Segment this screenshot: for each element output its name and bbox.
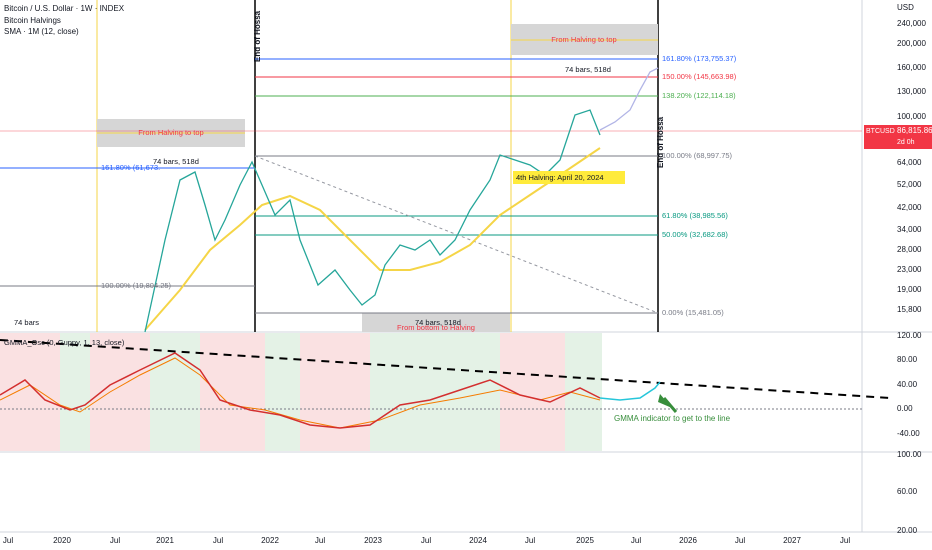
fib-label: 161.80% (173,755.37) xyxy=(662,54,737,63)
fib-label: 61.80% (38,985.56) xyxy=(662,211,728,220)
fib-label: 100.00% (68,997.75) xyxy=(662,151,733,160)
time-tick-label: 2023 xyxy=(364,536,382,545)
price-tick-label: 130,000 xyxy=(897,87,926,96)
osc-tick-label: 80.00 xyxy=(897,355,918,364)
price-tick-label: 19,000 xyxy=(897,285,922,294)
oscillator-shading xyxy=(0,333,602,451)
annotation: 74 bars xyxy=(14,318,39,327)
fib-label: 150.00% (145,663.98) xyxy=(662,72,737,81)
annotation: 74 bars, 518d xyxy=(415,318,461,327)
annotation: From Halving to top xyxy=(551,35,616,44)
symbol: Bitcoin / U.S. Dollar · 1W · INDEX xyxy=(4,4,125,13)
indicator: Bitcoin Halvings xyxy=(4,16,61,25)
price-tick-label: 28,000 xyxy=(897,245,922,254)
pane-tick-label: 100.00 xyxy=(897,450,922,459)
annotation: 4th Halving: April 20, 2024 xyxy=(516,173,604,182)
fib-label: 0.00% (15,481.05) xyxy=(662,308,724,317)
time-tick-label: Jul xyxy=(3,536,13,545)
price-tick-label: 23,000 xyxy=(897,265,922,274)
time-tick-label: 2021 xyxy=(156,536,174,545)
annotation: GMMA indicator to get to the line xyxy=(614,414,731,423)
time-tick-label: Jul xyxy=(631,536,641,545)
price-tick-label: 42,000 xyxy=(897,203,922,212)
time-tick-label: Jul xyxy=(840,536,850,545)
price-tick-label: 240,000 xyxy=(897,19,926,28)
time-tick-label: Jul xyxy=(315,536,325,545)
time-tick-label: 2027 xyxy=(783,536,801,545)
price-tag-countdown: 2d 0h xyxy=(897,139,915,146)
price-tag-price: 86,815.86 xyxy=(897,126,932,135)
fib-label: 161.80% (61,673. xyxy=(101,163,160,172)
indicator: SMA · 1M (12, close) xyxy=(4,27,79,36)
time-tick-label: Jul xyxy=(110,536,120,545)
time-tick-label: 2022 xyxy=(261,536,279,545)
time-tick-label: 2020 xyxy=(53,536,71,545)
osc-tick-label: 40.00 xyxy=(897,380,918,389)
pane-tick-label: 60.00 xyxy=(897,487,918,496)
sma-line xyxy=(144,147,601,331)
price-tick-label: 64,000 xyxy=(897,158,922,167)
currency: USD xyxy=(897,3,914,12)
osc-tick-label: 0.00 xyxy=(897,404,913,413)
osc-projection xyxy=(599,381,661,401)
projection-line xyxy=(599,67,659,131)
time-tick-label: 2026 xyxy=(679,536,697,545)
price-tag xyxy=(864,125,932,149)
price-tag-symbol: BTCUSD xyxy=(866,128,895,135)
time-tick-label: 2025 xyxy=(576,536,594,545)
resistance-line xyxy=(0,339,891,399)
pane-tick-label: 20.00 xyxy=(897,526,918,535)
annotation: End of Hossa xyxy=(656,116,665,168)
osc-tick-label: -40.00 xyxy=(897,429,920,438)
oscillator-title: GMMA_Osc (0, Guppy, 1, 13, close) xyxy=(4,338,125,347)
annotation: From bottom to Halving xyxy=(397,323,475,332)
fib-label: 138.20% (122,114.18) xyxy=(662,91,736,100)
price-line xyxy=(144,109,601,333)
fib-label: 50.00% (32,682.68) xyxy=(662,230,728,239)
price-tick-label: 160,000 xyxy=(897,63,926,72)
annotation: End of Hossa xyxy=(253,10,262,62)
time-tick-label: Jul xyxy=(421,536,431,545)
price-tick-label: 200,000 xyxy=(897,39,926,48)
osc-slow xyxy=(0,357,601,429)
osc-tick-label: 120.00 xyxy=(897,331,922,340)
time-tick-label: Jul xyxy=(735,536,745,545)
time-tick-label: 2024 xyxy=(469,536,487,545)
time-tick-label: Jul xyxy=(213,536,223,545)
osc-fast xyxy=(0,352,601,429)
price-tick-label: 34,000 xyxy=(897,225,922,234)
range-box xyxy=(362,313,510,332)
axes: 240,000 200,000 160,000 130,000 100,000 64,00… xyxy=(3,19,927,545)
fib-label: 100.00% (19,804.25) xyxy=(101,281,172,290)
price-tick-label: 52,000 xyxy=(897,180,922,189)
price-tick-label: 100,000 xyxy=(897,112,926,121)
time-tick-label: Jul xyxy=(525,536,535,545)
trend-line xyxy=(254,155,659,314)
annotation: From Halving to top xyxy=(138,128,203,137)
fib-labels: 161.80% (173,755.37) 150.00% (145,663.98… xyxy=(101,54,737,317)
annotation: 74 bars, 518d xyxy=(153,157,199,166)
annotation: 74 bars, 518d xyxy=(565,65,611,74)
arrow xyxy=(662,397,678,413)
price-tick-label: 15,800 xyxy=(897,305,922,314)
label-box xyxy=(513,171,625,184)
